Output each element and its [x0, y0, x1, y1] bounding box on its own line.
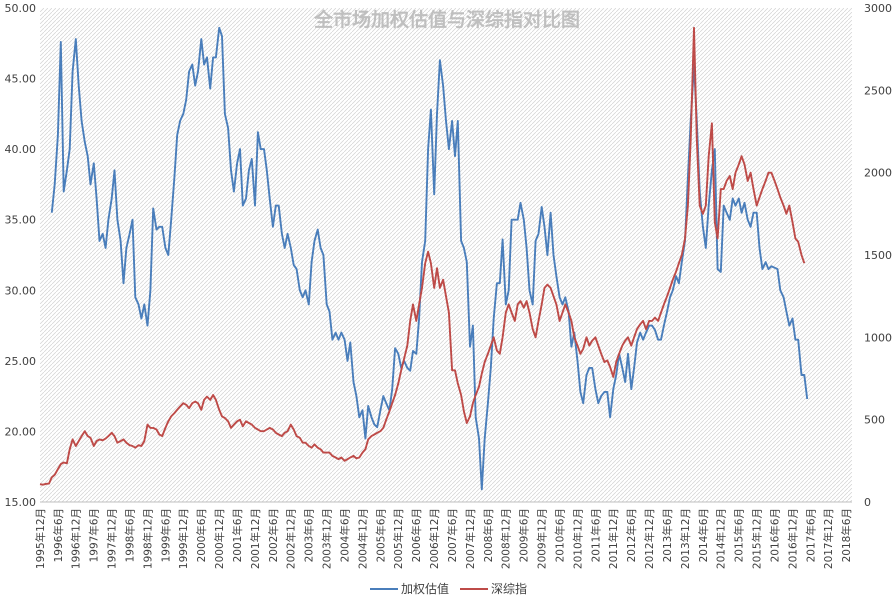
x-tick-label: 2014年12月	[715, 508, 728, 569]
left-tick-label: 30.00	[5, 284, 37, 297]
x-tick-label: 2013年12月	[679, 508, 692, 569]
x-tick-label: 2012年6月	[625, 508, 638, 562]
x-tick-label: 2017年12月	[822, 508, 835, 569]
x-tick-label: 1998年6月	[123, 508, 136, 562]
legend-label: 深综指	[491, 581, 527, 596]
x-tick-label: 2001年12月	[249, 508, 262, 569]
x-tick-label: 2015年6月	[733, 508, 746, 562]
x-axis: 1995年12月 1996年6月 1996年12月 1997年6月 1997年12月 19…	[34, 501, 853, 569]
right-tick-label: 1500	[864, 249, 892, 262]
x-tick-label: 2011年6月	[589, 508, 602, 562]
x-tick-label: 1999年12月	[177, 508, 190, 569]
series-lines	[39, 26, 809, 491]
x-tick-label: 2014年6月	[697, 508, 710, 562]
x-tick-label: 2012年12月	[643, 508, 656, 569]
x-tick-label: 2008年12月	[500, 508, 513, 569]
x-tick-label: 2018年6月	[840, 508, 853, 562]
left-tick-label: 50.00	[5, 2, 37, 15]
plot-area	[40, 8, 852, 502]
x-tick-label: 2013年6月	[661, 508, 674, 562]
x-tick-label: 2003年12月	[321, 508, 334, 569]
right-tick-label: 500	[864, 414, 885, 427]
x-tick-label: 1999年6月	[159, 508, 172, 562]
x-tick-label: 2010年6月	[553, 508, 566, 562]
right-tick-label: 2500	[864, 84, 892, 97]
x-tick-label: 2002年12月	[285, 508, 298, 569]
x-tick-label: 2007年6月	[446, 508, 459, 562]
left-tick-label: 40.00	[5, 143, 37, 156]
right-tick-label: 0	[864, 496, 871, 509]
left-tick-label: 35.00	[5, 214, 37, 227]
right-axis: 0 500 1000 1500 2000 2500 3000	[864, 2, 892, 509]
x-tick-label: 2006年6月	[410, 508, 423, 562]
x-tick-label: 1996年12月	[70, 508, 83, 569]
series-line-szzz	[39, 26, 806, 486]
x-tick-label: 1996年6月	[52, 508, 65, 562]
x-tick-label: 2001年6月	[231, 508, 244, 562]
x-tick-label: 2009年6月	[518, 508, 531, 562]
x-tick-label: 2000年6月	[195, 508, 208, 562]
left-axis: 15.00 20.00 25.00 30.00 35.00 40.00 45.00 50.00	[5, 2, 37, 509]
series-line-weighted-pe	[50, 26, 809, 491]
x-tick-label: 2005年6月	[374, 508, 387, 562]
x-tick-label: 2015年12月	[751, 508, 764, 569]
x-tick-label: 2008年6月	[482, 508, 495, 562]
left-tick-label: 15.00	[5, 496, 37, 509]
left-tick-label: 45.00	[5, 73, 37, 86]
right-tick-label: 2000	[864, 167, 892, 180]
x-tick-label: 2006年12月	[428, 508, 441, 569]
x-tick-label: 2000年12月	[213, 508, 226, 569]
x-tick-label: 2007年12月	[464, 508, 477, 569]
x-tick-label: 1997年6月	[88, 508, 101, 562]
legend-label: 加权估值	[401, 581, 449, 596]
x-tick-label: 2004年6月	[338, 508, 351, 562]
left-tick-label: 25.00	[5, 355, 37, 368]
x-tick-label: 2003年6月	[303, 508, 316, 562]
x-tick-label: 2005年12月	[392, 508, 405, 569]
chart-title: 全市场加权估值与深综指对比图	[313, 8, 580, 31]
x-tick-label: 2010年12月	[571, 508, 584, 569]
x-tick-label: 2011年12月	[607, 508, 620, 569]
x-tick-label: 2016年6月	[768, 508, 781, 562]
x-tick-label: 1997年12月	[106, 508, 119, 569]
x-tick-label: 2004年12月	[356, 508, 369, 569]
legend: 加权估值 深综指	[370, 581, 527, 596]
left-tick-label: 20.00	[5, 425, 37, 438]
x-tick-label: 2009年12月	[536, 508, 549, 569]
right-tick-label: 3000	[864, 2, 892, 15]
x-tick-label: 2017年6月	[804, 508, 817, 562]
x-tick-label: 1995年12月	[34, 508, 47, 569]
x-tick-label: 1998年12月	[141, 508, 154, 569]
right-tick-label: 1000	[864, 331, 892, 344]
x-tick-label: 2016年12月	[786, 508, 799, 569]
x-tick-label: 2002年6月	[267, 508, 280, 562]
